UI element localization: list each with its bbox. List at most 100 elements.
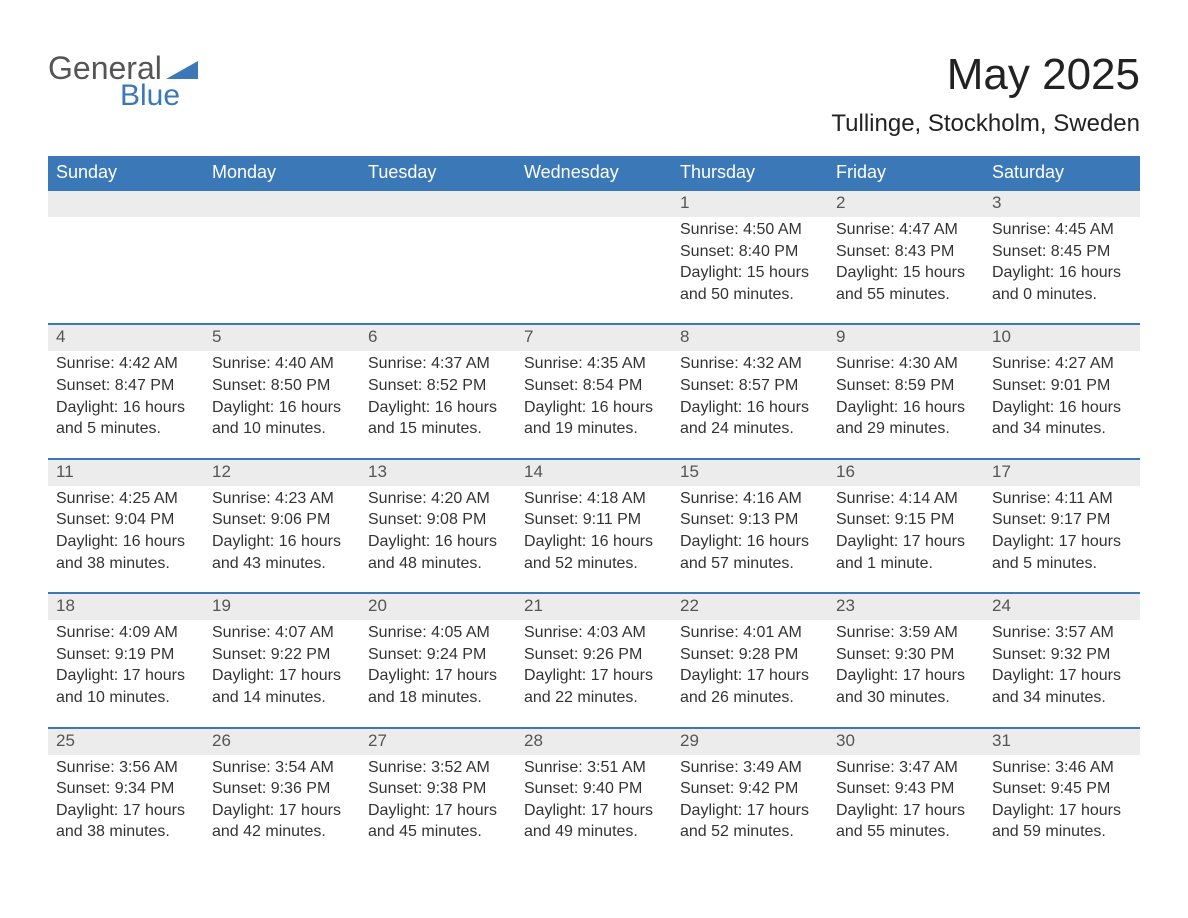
daylight2-label: and 50 minutes. — [680, 284, 812, 306]
day-info: Sunrise: 3:47 AMSunset: 9:43 PMDaylight:… — [836, 757, 968, 843]
sunrise-label: Sunrise: 4:01 AM — [680, 622, 812, 644]
sunset-label: Sunset: 9:30 PM — [836, 644, 968, 666]
day-info: Sunrise: 4:09 AMSunset: 9:19 PMDaylight:… — [56, 622, 188, 708]
sunrise-label: Sunrise: 3:51 AM — [524, 757, 656, 779]
daylight1-label: Daylight: 17 hours — [524, 665, 656, 687]
daylight2-label: and 52 minutes. — [524, 553, 656, 575]
sunrise-label: Sunrise: 4:14 AM — [836, 488, 968, 510]
daylight1-label: Daylight: 17 hours — [992, 800, 1124, 822]
day-number — [516, 191, 672, 217]
header-row: General Blue May 2025 Tullinge, Stockhol… — [48, 50, 1140, 138]
day-info: Sunrise: 4:32 AMSunset: 8:57 PMDaylight:… — [680, 353, 812, 439]
daylight2-label: and 24 minutes. — [680, 418, 812, 440]
day-number: 8 — [672, 325, 828, 351]
daylight1-label: Daylight: 17 hours — [992, 531, 1124, 553]
day-cell: Sunrise: 4:30 AMSunset: 8:59 PMDaylight:… — [828, 353, 984, 457]
sunset-label: Sunset: 9:40 PM — [524, 778, 656, 800]
day-info: Sunrise: 4:14 AMSunset: 9:15 PMDaylight:… — [836, 488, 968, 574]
day-info: Sunrise: 4:23 AMSunset: 9:06 PMDaylight:… — [212, 488, 344, 574]
day-number: 1 — [672, 191, 828, 217]
daylight1-label: Daylight: 17 hours — [836, 800, 968, 822]
daylight1-label: Daylight: 17 hours — [212, 800, 344, 822]
day-info: Sunrise: 4:42 AMSunset: 8:47 PMDaylight:… — [56, 353, 188, 439]
daylight2-label: and 18 minutes. — [368, 687, 500, 709]
sunrise-label: Sunrise: 4:30 AM — [836, 353, 968, 375]
daylight1-label: Daylight: 16 hours — [56, 531, 188, 553]
sunrise-label: Sunrise: 3:47 AM — [836, 757, 968, 779]
day-cell: Sunrise: 4:42 AMSunset: 8:47 PMDaylight:… — [48, 353, 204, 457]
day-number: 21 — [516, 594, 672, 620]
day-number: 24 — [984, 594, 1140, 620]
day-number: 3 — [984, 191, 1140, 217]
sunset-label: Sunset: 8:54 PM — [524, 375, 656, 397]
day-number: 31 — [984, 729, 1140, 755]
day-number: 11 — [48, 460, 204, 486]
week-row: Sunrise: 4:25 AMSunset: 9:04 PMDaylight:… — [48, 488, 1140, 592]
day-info: Sunrise: 3:59 AMSunset: 9:30 PMDaylight:… — [836, 622, 968, 708]
sunrise-label: Sunrise: 4:25 AM — [56, 488, 188, 510]
sunset-label: Sunset: 9:24 PM — [368, 644, 500, 666]
day-info: Sunrise: 4:25 AMSunset: 9:04 PMDaylight:… — [56, 488, 188, 574]
daylight2-label: and 38 minutes. — [56, 821, 188, 843]
daylight1-label: Daylight: 16 hours — [992, 262, 1124, 284]
sunset-label: Sunset: 9:38 PM — [368, 778, 500, 800]
weekday-header: Thursday — [672, 156, 828, 191]
day-info: Sunrise: 3:46 AMSunset: 9:45 PMDaylight:… — [992, 757, 1124, 843]
sunset-label: Sunset: 9:19 PM — [56, 644, 188, 666]
daylight2-label: and 10 minutes. — [56, 687, 188, 709]
day-number: 9 — [828, 325, 984, 351]
weekday-header-row: Sunday Monday Tuesday Wednesday Thursday… — [48, 156, 1140, 191]
sunset-label: Sunset: 9:06 PM — [212, 509, 344, 531]
daylight2-label: and 14 minutes. — [212, 687, 344, 709]
sunrise-label: Sunrise: 4:05 AM — [368, 622, 500, 644]
sunset-label: Sunset: 8:50 PM — [212, 375, 344, 397]
sunset-label: Sunset: 8:57 PM — [680, 375, 812, 397]
sunset-label: Sunset: 9:17 PM — [992, 509, 1124, 531]
weekday-header: Monday — [204, 156, 360, 191]
day-number: 2 — [828, 191, 984, 217]
day-cell: Sunrise: 4:35 AMSunset: 8:54 PMDaylight:… — [516, 353, 672, 457]
sunrise-label: Sunrise: 3:56 AM — [56, 757, 188, 779]
week-row: Sunrise: 4:50 AMSunset: 8:40 PMDaylight:… — [48, 219, 1140, 323]
sunset-label: Sunset: 8:45 PM — [992, 241, 1124, 263]
daylight1-label: Daylight: 16 hours — [836, 397, 968, 419]
sunset-label: Sunset: 9:28 PM — [680, 644, 812, 666]
day-number — [360, 191, 516, 217]
sunset-label: Sunset: 9:34 PM — [56, 778, 188, 800]
week-row: Sunrise: 4:42 AMSunset: 8:47 PMDaylight:… — [48, 353, 1140, 457]
sunrise-label: Sunrise: 4:32 AM — [680, 353, 812, 375]
sunset-label: Sunset: 9:42 PM — [680, 778, 812, 800]
logo: General Blue — [48, 50, 198, 113]
day-info: Sunrise: 4:18 AMSunset: 9:11 PMDaylight:… — [524, 488, 656, 574]
day-number: 13 — [360, 460, 516, 486]
daylight1-label: Daylight: 17 hours — [836, 665, 968, 687]
day-number-row: 25262728293031 — [48, 727, 1140, 755]
weekday-header: Saturday — [984, 156, 1140, 191]
daylight2-label: and 10 minutes. — [212, 418, 344, 440]
weekday-header: Sunday — [48, 156, 204, 191]
day-info: Sunrise: 4:01 AMSunset: 9:28 PMDaylight:… — [680, 622, 812, 708]
week-row: Sunrise: 4:09 AMSunset: 9:19 PMDaylight:… — [48, 622, 1140, 726]
sunrise-label: Sunrise: 3:59 AM — [836, 622, 968, 644]
sunrise-label: Sunrise: 4:35 AM — [524, 353, 656, 375]
day-number-row: 123 — [48, 191, 1140, 217]
sunset-label: Sunset: 9:08 PM — [368, 509, 500, 531]
day-cell: Sunrise: 3:47 AMSunset: 9:43 PMDaylight:… — [828, 757, 984, 861]
day-number: 30 — [828, 729, 984, 755]
daylight2-label: and 30 minutes. — [836, 687, 968, 709]
day-cell: Sunrise: 3:46 AMSunset: 9:45 PMDaylight:… — [984, 757, 1140, 861]
day-number: 23 — [828, 594, 984, 620]
sunset-label: Sunset: 8:52 PM — [368, 375, 500, 397]
day-cell: Sunrise: 4:03 AMSunset: 9:26 PMDaylight:… — [516, 622, 672, 726]
sunset-label: Sunset: 9:36 PM — [212, 778, 344, 800]
day-info: Sunrise: 4:47 AMSunset: 8:43 PMDaylight:… — [836, 219, 968, 305]
sunrise-label: Sunrise: 3:57 AM — [992, 622, 1124, 644]
sunrise-label: Sunrise: 3:52 AM — [368, 757, 500, 779]
day-cell: Sunrise: 4:37 AMSunset: 8:52 PMDaylight:… — [360, 353, 516, 457]
day-cell: Sunrise: 4:05 AMSunset: 9:24 PMDaylight:… — [360, 622, 516, 726]
sunset-label: Sunset: 9:01 PM — [992, 375, 1124, 397]
day-number: 25 — [48, 729, 204, 755]
daylight1-label: Daylight: 17 hours — [680, 665, 812, 687]
day-cell: Sunrise: 4:25 AMSunset: 9:04 PMDaylight:… — [48, 488, 204, 592]
daylight1-label: Daylight: 17 hours — [524, 800, 656, 822]
